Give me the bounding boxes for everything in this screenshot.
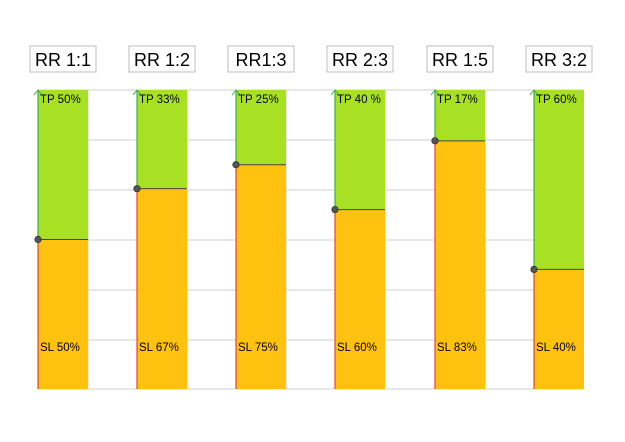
title-text-4: RR 1:5 (432, 50, 488, 70)
title-box-2 (227, 45, 295, 73)
labels: RR 1:1 TP 50% SL 50% RR 1:2 TP 33% SL 67% RR1:… (29, 45, 593, 354)
target-arrow-5 (529, 89, 539, 96)
tp-bar-2 (236, 90, 286, 165)
tp-bar-4 (435, 90, 485, 141)
title-text-0: RR 1:1 (35, 50, 91, 70)
bars (33, 89, 584, 389)
tp-label-4: TP 17% (437, 94, 478, 106)
sl-bar-2 (236, 164, 286, 389)
grid (37, 89, 584, 390)
column-3 (330, 89, 385, 389)
tp-bar-5 (534, 90, 584, 270)
sl-bar-0 (38, 239, 88, 389)
sl-bar-3 (335, 209, 385, 389)
sl-bar-4 (435, 140, 485, 389)
title-1: RR 1:2 (128, 45, 196, 73)
entry-marker-3 (331, 206, 339, 214)
entry-marker-2 (232, 161, 240, 169)
column-0 (33, 89, 88, 389)
title-text-2: RR1:3 (235, 50, 286, 70)
title-text-3: RR 2:3 (332, 50, 388, 70)
column-5 (529, 89, 584, 389)
tp-label-0: TP 50% (40, 94, 81, 106)
entry-marker-4 (431, 137, 439, 145)
column-4 (430, 89, 485, 389)
entry-marker-5 (530, 265, 538, 273)
title-box-1 (128, 45, 196, 73)
title-box-5 (525, 45, 593, 73)
tp-bar-0 (38, 90, 88, 240)
target-arrow-0 (33, 89, 43, 96)
title-box-0 (29, 45, 97, 73)
target-arrow-4 (430, 89, 440, 96)
entry-marker-0 (34, 235, 42, 244)
title-text-5: RR 3:2 (531, 50, 587, 70)
tp-bar-3 (335, 90, 385, 210)
target-arrow-3 (330, 89, 340, 96)
tp-label-2: TP 25% (238, 94, 279, 106)
column-2 (231, 89, 286, 389)
title-3: RR 2:3 (326, 45, 394, 73)
title-2: RR1:3 (227, 45, 295, 73)
title-0: RR 1:1 (29, 45, 97, 73)
tp-bar-1 (137, 90, 187, 189)
title-box-4 (426, 45, 494, 73)
sl-label-5: SL 40% (536, 342, 576, 354)
title-box-3 (326, 45, 394, 73)
title-text-1: RR 1:2 (134, 50, 190, 70)
target-arrow-1 (132, 89, 142, 96)
sl-label-1: SL 67% (139, 342, 179, 354)
sl-label-0: SL 50% (40, 342, 80, 354)
target-arrow-2 (231, 89, 241, 96)
sl-label-4: SL 83% (437, 342, 477, 354)
sl-label-2: SL 75% (238, 342, 278, 354)
tp-label-5: TP 60% (536, 94, 577, 106)
tp-label-1: TP 33% (139, 94, 180, 106)
title-5: RR 3:2 (525, 45, 593, 73)
sl-bar-5 (534, 269, 584, 389)
tp-label-3: TP 40 % (337, 94, 381, 106)
sl-label-3: SL 60% (337, 342, 377, 354)
title-4: RR 1:5 (426, 45, 494, 73)
entry-marker-1 (133, 185, 141, 193)
sl-bar-1 (137, 188, 187, 389)
column-1 (132, 89, 187, 389)
